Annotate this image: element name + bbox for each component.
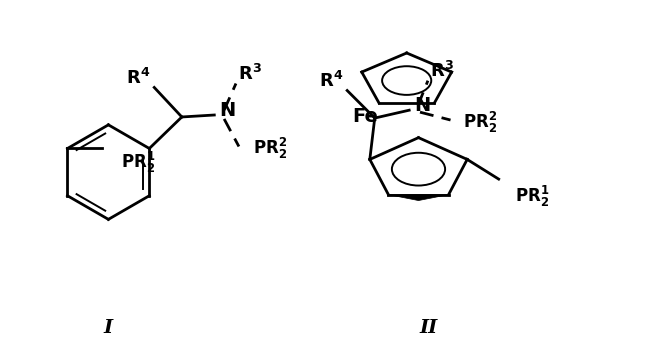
Text: II: II: [419, 319, 437, 337]
Polygon shape: [388, 195, 448, 201]
Text: $\mathbf{PR^2_2}$: $\mathbf{PR^2_2}$: [254, 136, 287, 161]
Text: $\mathbf{R^3}$: $\mathbf{R^3}$: [430, 61, 454, 81]
Text: $\mathbf{PR^1_2}$: $\mathbf{PR^1_2}$: [515, 184, 549, 209]
Text: $\mathbf{R^4}$: $\mathbf{R^4}$: [126, 67, 151, 88]
Text: $\mathbf{PR^2_2}$: $\mathbf{PR^2_2}$: [463, 110, 497, 135]
Text: Fe: Fe: [353, 107, 378, 126]
Text: $\mathbf{PR^1_2}$: $\mathbf{PR^1_2}$: [121, 150, 155, 175]
Text: I: I: [104, 319, 113, 337]
Text: N: N: [414, 96, 430, 115]
Text: N: N: [219, 101, 236, 120]
Text: $\mathbf{R^4}$: $\mathbf{R^4}$: [320, 71, 344, 91]
Text: $\mathbf{R^3}$: $\mathbf{R^3}$: [238, 64, 261, 84]
